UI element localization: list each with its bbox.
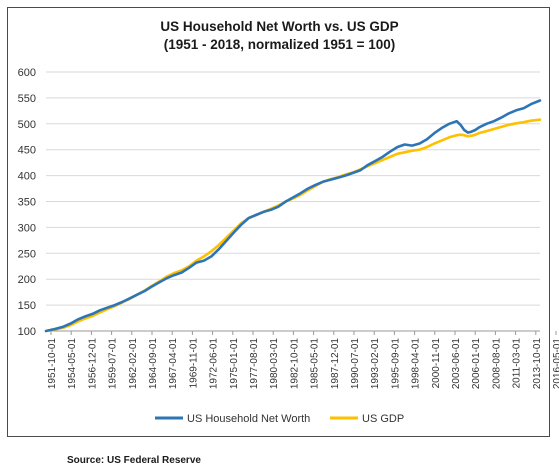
x-tick-label: 2003-06-01 [451,338,462,390]
net-worth-line [44,99,542,333]
x-tick-label: 2006-01-01 [471,338,482,390]
x-tick-label: 1954-05-01 [67,338,78,390]
y-tick-label: 300 [18,222,36,234]
x-tick-label: 2000-11-01 [431,338,442,389]
y-tick-label: 500 [18,119,36,131]
x-tick-label: 1975-01-01 [229,338,240,390]
y-tick-label: 400 [18,171,36,183]
y-tick-label: 450 [18,145,36,157]
x-tick-label: 2008-08-01 [491,338,502,390]
x-tick-label: 1956-12-01 [87,338,98,390]
x-tick-label: 1967-04-01 [168,338,179,390]
x-tick-label: 2013-10-01 [532,338,543,390]
y-tick-label: 200 [18,274,36,286]
x-tick-label: 1987-12-01 [330,338,341,390]
x-tick-label: 1980-03-01 [269,338,280,390]
source-note: Source: US Federal Reserve [67,455,201,466]
x-tick-label: 1995-09-01 [390,338,401,390]
x-tick-label: 2011-03-01 [512,338,523,389]
x-tick-label: 1972-06-01 [209,338,220,390]
x-tick-label: 1959-07-01 [108,338,119,390]
x-tick-label: 1998-04-01 [411,338,422,390]
y-tick-label: 600 [18,67,36,79]
legend-net-worth-label: US Household Net Worth [187,413,310,425]
chart-subtitle: (1951 - 2018, normalized 1951 = 100) [163,37,396,52]
gdp-line [44,118,542,333]
chart-title: US Household Net Worth vs. US GDP [160,19,399,34]
x-tick-label: 1977-08-01 [249,338,260,390]
y-tick-label: 100 [18,326,36,338]
chart-frame [7,7,550,437]
x-tick-label: 1982-10-01 [289,338,300,390]
y-tick-label: 350 [18,197,36,209]
x-tick-label: 1951-10-01 [47,338,58,390]
y-tick-label: 550 [18,93,36,105]
x-tick-label: 2016-05-01 [552,338,559,390]
x-tick-label: 1969-11-01 [188,338,199,389]
legend-gdp-label: US GDP [362,413,404,425]
x-tick-label: 1990-07-01 [350,338,361,390]
x-tick-label: 1985-05-01 [310,338,321,390]
x-tick-label: 1993-02-01 [370,338,381,390]
y-tick-label: 150 [18,300,36,312]
x-tick-label: 1964-09-01 [148,338,159,390]
x-tick-label: 1962-02-01 [128,338,139,390]
y-tick-label: 250 [18,248,36,260]
